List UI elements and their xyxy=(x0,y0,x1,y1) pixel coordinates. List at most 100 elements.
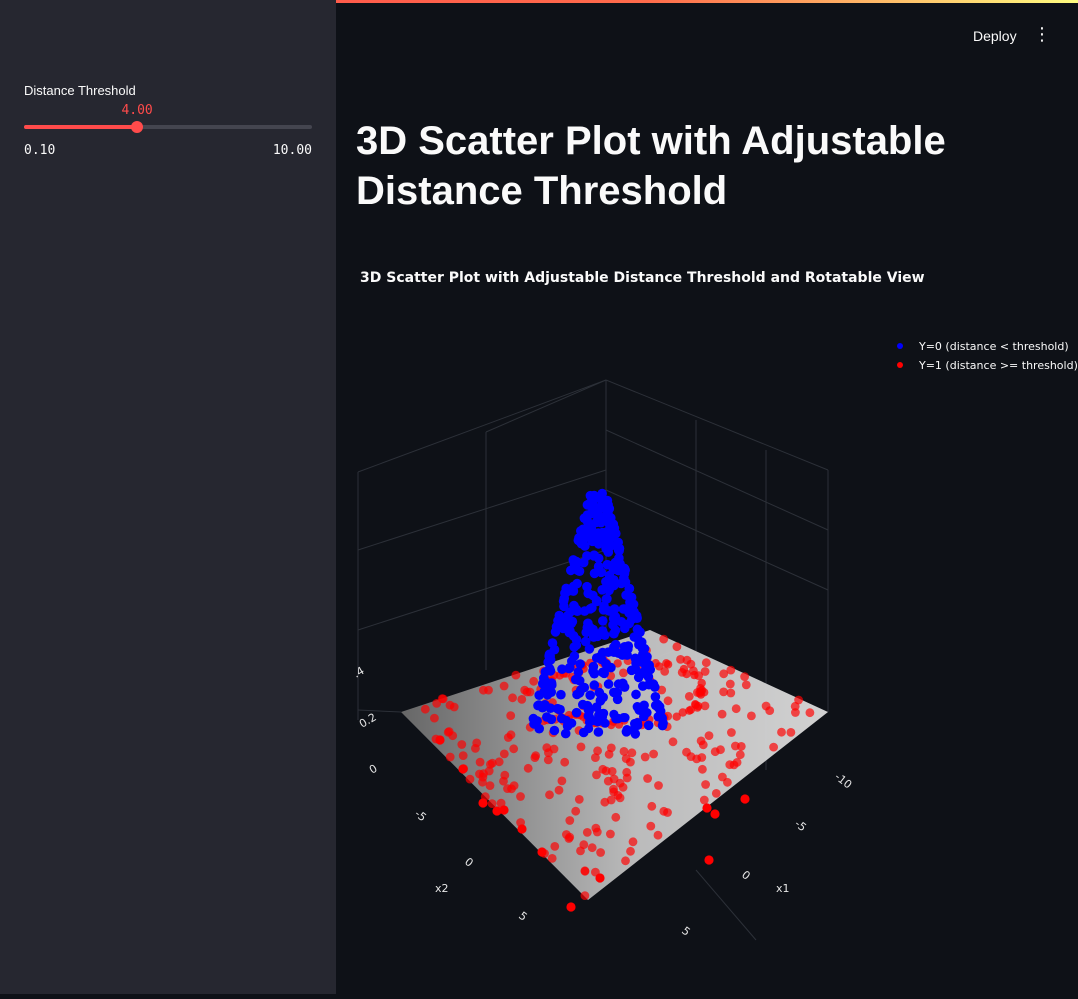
data-point-class0 xyxy=(568,586,579,596)
data-point-class1 xyxy=(723,777,732,787)
chart-legend[interactable]: Y=0 (distance < threshold) Y=1 (distance … xyxy=(897,340,1078,372)
data-point-class1 xyxy=(672,712,681,721)
data-point-class0 xyxy=(589,550,599,560)
data-point-class0 xyxy=(556,689,566,700)
data-point-class0 xyxy=(574,566,585,576)
data-point-class0 xyxy=(623,641,634,651)
gridline xyxy=(695,869,757,941)
data-point-class0 xyxy=(604,570,615,581)
data-point-class1 xyxy=(619,668,628,678)
main-menu-button[interactable]: ⋮ xyxy=(1032,24,1052,48)
sidebar: Distance Threshold 4.00 0.10 10.00 xyxy=(0,0,336,994)
data-point-class1 xyxy=(725,760,735,770)
data-point-class0 xyxy=(571,707,582,718)
data-point-class1 xyxy=(699,795,709,805)
data-point-class1 xyxy=(503,784,512,793)
data-point-class1 xyxy=(537,847,547,857)
data-point-class1 xyxy=(740,672,749,681)
data-point-class1 xyxy=(659,634,669,644)
data-point-class0 xyxy=(586,526,597,536)
data-point-class0 xyxy=(585,690,595,700)
data-point-class1 xyxy=(593,746,602,756)
data-point-class0 xyxy=(642,708,652,718)
slider-value: 4.00 xyxy=(121,103,153,118)
data-point-class1 xyxy=(478,777,487,787)
data-point-class1 xyxy=(492,806,502,816)
data-point-class0 xyxy=(622,725,632,735)
data-point-class1 xyxy=(445,752,455,762)
x1-tick-label: 5 xyxy=(679,924,693,939)
slider-thumb[interactable] xyxy=(131,121,144,133)
data-point-class1 xyxy=(496,798,506,808)
data-point-class0 xyxy=(555,705,565,715)
data-point-class1 xyxy=(494,757,504,767)
data-point-class0 xyxy=(571,640,582,650)
data-point-class1 xyxy=(646,821,656,831)
data-point-class0 xyxy=(626,592,637,603)
data-point-class1 xyxy=(517,695,527,704)
data-point-class1 xyxy=(628,837,638,847)
data-point-class1 xyxy=(786,728,796,737)
data-point-class1 xyxy=(640,752,650,762)
data-point-class0 xyxy=(576,685,586,695)
data-point-class0 xyxy=(572,606,583,616)
distance-threshold-slider[interactable] xyxy=(24,121,312,133)
legend-item-label: Y=0 (distance < threshold) xyxy=(918,340,1069,353)
data-point-class1 xyxy=(613,791,623,800)
chart-container[interactable]: 3D Scatter Plot with Adjustable Distance… xyxy=(336,250,1078,999)
data-point-class0 xyxy=(630,729,641,739)
data-point-class0 xyxy=(584,644,595,654)
data-point-class1 xyxy=(663,696,673,706)
data-point-class1 xyxy=(710,809,720,819)
data-point-class1 xyxy=(484,685,493,695)
data-point-class0 xyxy=(609,687,619,698)
data-point-class0 xyxy=(643,720,654,731)
data-point-class0 xyxy=(576,538,587,549)
data-point-class0 xyxy=(588,666,598,676)
data-point-class1 xyxy=(509,744,519,754)
data-point-class0 xyxy=(657,720,668,731)
x1-tick-label: 0 xyxy=(739,868,753,883)
data-point-class1 xyxy=(607,767,617,776)
data-point-class1 xyxy=(777,727,786,737)
data-point-class1 xyxy=(696,684,705,693)
data-point-class1 xyxy=(582,828,592,837)
data-point-class1 xyxy=(503,733,513,742)
slider-min: 0.10 xyxy=(24,143,56,158)
data-point-class0 xyxy=(601,659,611,669)
data-point-class1 xyxy=(565,816,575,825)
data-point-class0 xyxy=(546,714,557,725)
data-point-class1 xyxy=(659,806,669,816)
data-point-class0 xyxy=(579,606,590,616)
data-point-class1 xyxy=(611,812,621,822)
data-point-class1 xyxy=(576,742,586,752)
data-point-class0 xyxy=(559,601,569,612)
scatter-3d-chart[interactable]: 3D Scatter Plot with Adjustable Distance… xyxy=(336,250,1078,994)
data-point-class0 xyxy=(590,506,601,517)
legend-item-label: Y=1 (distance >= threshold) xyxy=(918,359,1078,372)
data-point-class0 xyxy=(549,725,560,736)
deploy-button[interactable]: Deploy xyxy=(973,28,1017,44)
data-point-class1 xyxy=(725,679,735,689)
data-point-class0 xyxy=(560,588,571,598)
data-point-class1 xyxy=(600,797,610,807)
data-point-class1 xyxy=(700,667,710,676)
data-point-class1 xyxy=(443,727,453,737)
data-point-class1 xyxy=(499,749,509,759)
data-point-class1 xyxy=(627,748,637,758)
data-point-class1 xyxy=(475,769,484,779)
gridline xyxy=(357,709,402,713)
data-point-class1 xyxy=(458,764,468,774)
data-point-class1 xyxy=(486,760,495,769)
gridline xyxy=(605,429,829,531)
gridline xyxy=(605,489,829,591)
data-point-class0 xyxy=(589,680,600,690)
data-point-class0 xyxy=(635,627,645,637)
data-point-class1 xyxy=(598,764,608,774)
data-point-class1 xyxy=(696,736,706,746)
data-point-class0 xyxy=(598,692,608,703)
data-point-class1 xyxy=(747,711,756,721)
data-point-class0 xyxy=(582,581,592,592)
data-point-class0 xyxy=(561,715,571,725)
data-point-class1 xyxy=(506,711,516,720)
